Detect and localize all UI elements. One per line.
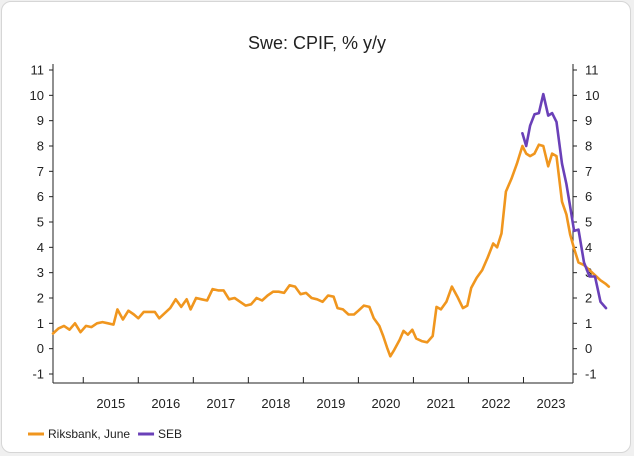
x-tick-label: 2018 — [261, 396, 290, 411]
y-tick-label-left: 11 — [31, 63, 45, 78]
y-tick-label-right: 5 — [585, 215, 592, 230]
series-line-0 — [51, 143, 611, 358]
y-tick-label-left: 0 — [37, 341, 44, 356]
y-tick-label-left: 9 — [37, 113, 44, 128]
y-tick-label-left: 10 — [30, 88, 44, 103]
legend: Riksbank, June SEB — [28, 427, 182, 441]
y-axis-left: -1 0 1 2 3 4 5 6 7 8 9 10 11 — [30, 63, 53, 382]
legend-label-0: Riksbank, June — [48, 427, 130, 441]
y-tick-label-right: 1 — [585, 316, 592, 331]
y-tick-label-right: 10 — [585, 88, 599, 103]
x-tick-label: 2019 — [316, 396, 345, 411]
y-tick-label-right: 4 — [585, 240, 592, 255]
y-tick-label-left: 1 — [37, 316, 44, 331]
x-axis: 2015 2016 2017 2018 2019 2020 2021 2022 2023 — [82, 377, 566, 411]
series-layer — [51, 92, 611, 358]
y-tick-label-left: 5 — [37, 215, 44, 230]
x-tick-label: 2015 — [96, 396, 125, 411]
y-tick-label-left: 6 — [37, 189, 44, 204]
y-tick-label-right: 2 — [585, 291, 592, 306]
x-tick-label: 2016 — [151, 396, 180, 411]
legend-label-1: SEB — [158, 427, 182, 441]
x-tick-label: 2022 — [482, 396, 511, 411]
x-tick-label: 2023 — [537, 396, 566, 411]
y-tick-label-left: -1 — [32, 367, 44, 382]
y-tick-label-right: 9 — [585, 113, 592, 128]
y-tick-label-right: 11 — [585, 63, 599, 78]
y-tick-label-left: 7 — [37, 164, 44, 179]
y-tick-label-right: -1 — [585, 367, 597, 382]
y-tick-label-left: 2 — [37, 291, 44, 306]
series-line-1 — [521, 92, 608, 310]
x-tick-label: 2020 — [371, 396, 400, 411]
y-tick-label-left: 8 — [37, 139, 44, 154]
y-tick-label-right: 6 — [585, 189, 592, 204]
x-tick-label: 2017 — [206, 396, 235, 411]
y-tick-label-left: 4 — [37, 240, 44, 255]
y-tick-label-right: 0 — [585, 341, 592, 356]
y-tick-label-right: 7 — [585, 164, 592, 179]
y-tick-label-left: 3 — [37, 265, 44, 280]
chart-title: Swe: CPIF, % y/y — [247, 33, 387, 53]
y-tick-label-right: 8 — [585, 139, 592, 154]
x-tick-label: 2021 — [426, 396, 455, 411]
